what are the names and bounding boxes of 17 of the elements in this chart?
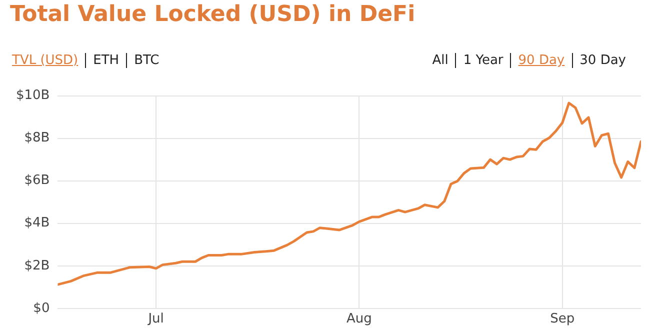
text: 1 Year [455, 53, 504, 68]
text: ETH [85, 53, 120, 68]
text: 30 Day [572, 53, 626, 68]
chart-title: Total Value Locked (USD) in DeFi [10, 2, 416, 27]
y-tick-label: $0 [33, 300, 50, 316]
text: TVL (USD) [12, 53, 78, 68]
y-tick-label: $6B [24, 173, 50, 188]
x-tick-label: Sep [550, 312, 575, 327]
y-tick-label: $2B [24, 258, 50, 274]
x-tick-label: Jul [147, 312, 164, 327]
text: All [432, 53, 448, 68]
text: 90 Day [510, 53, 565, 68]
y-tick-label: $8B [24, 130, 50, 146]
y-tick-label: $10B [16, 88, 50, 104]
x-tick-label: Aug [346, 312, 372, 327]
y-tick-label: $4B [24, 216, 50, 231]
text: BTC [126, 53, 160, 68]
